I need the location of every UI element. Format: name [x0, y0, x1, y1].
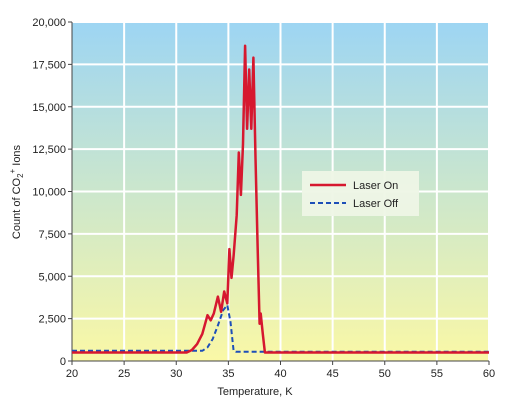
- legend-label-laser-off: Laser Off: [353, 198, 399, 210]
- series-line-laser-off: [72, 304, 489, 353]
- y-axis-title: Count of CO2+ Ions: [8, 144, 25, 239]
- y-axis-ticks: 0 2,500 5,000 7,500 10,000 12,500 15,000 17,500…: [32, 17, 72, 368]
- y-tick-label: 17,500: [32, 59, 66, 71]
- y-tick-label: 15,000: [32, 102, 66, 114]
- y-tick-label: 20,000: [32, 17, 66, 29]
- y-tick-label: 5,000: [38, 271, 66, 283]
- x-tick-label: 40: [274, 368, 286, 380]
- x-axis-title: Temperature, K: [217, 386, 293, 398]
- x-tick-label: 20: [66, 368, 78, 380]
- y-axis-title-prefix: Count of CO: [11, 177, 23, 239]
- x-tick-label: 30: [170, 368, 182, 380]
- x-axis-ticks: 20 25 30 35 40 45 50 55 60: [66, 361, 495, 380]
- y-axis-title-sup: +: [8, 168, 17, 173]
- x-tick-label: 60: [483, 368, 495, 380]
- y-tick-label: 2,500: [38, 314, 66, 326]
- x-tick-label: 25: [118, 368, 130, 380]
- x-tick-label: 55: [431, 368, 443, 380]
- legend-label-laser-on: Laser On: [353, 180, 398, 192]
- x-tick-label: 35: [222, 368, 234, 380]
- x-tick-label: 45: [327, 368, 339, 380]
- legend-box: [302, 171, 419, 216]
- y-tick-label: 0: [60, 356, 66, 368]
- grid: [72, 21, 490, 361]
- series-group: [72, 44, 489, 354]
- y-axis-title-suffix: Ions: [11, 144, 23, 168]
- y-tick-label: 10,000: [32, 187, 66, 199]
- y-axis-title-sub: 2: [16, 173, 25, 178]
- series-line-laser-on: [72, 44, 489, 354]
- y-tick-label: 7,500: [38, 229, 66, 241]
- y-tick-label: 12,500: [32, 144, 66, 156]
- x-tick-label: 50: [379, 368, 391, 380]
- legend: Laser On Laser Off: [302, 171, 419, 216]
